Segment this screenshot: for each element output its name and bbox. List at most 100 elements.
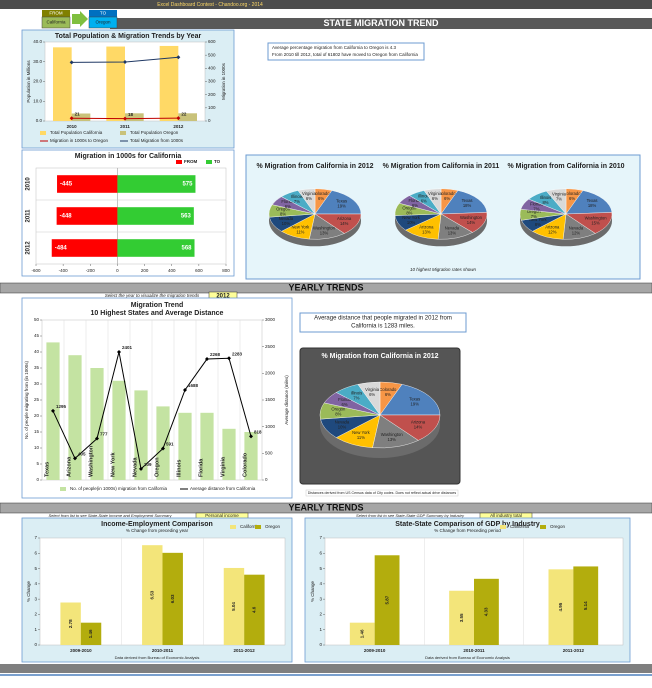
legend-label: Oregon	[265, 524, 281, 529]
slice-value: 18%	[588, 203, 597, 208]
chart-title: Total Population & Migration Trends by Y…	[55, 33, 202, 40]
chart-subtitle: % Change from Preceding period	[434, 528, 501, 533]
slice-value: 6%	[421, 199, 427, 204]
data-label: 777	[100, 432, 108, 437]
slice-value: 14%	[467, 220, 476, 225]
from-label-box	[42, 10, 70, 17]
x-tick-label: 600	[195, 268, 203, 273]
to-label: TO	[100, 11, 107, 16]
slice-value: 14%	[414, 424, 423, 429]
slice-value: 10%	[282, 221, 291, 226]
bar	[349, 622, 375, 645]
legend-label: TO	[214, 159, 221, 164]
slice-value: 14%	[340, 221, 349, 226]
title-bar	[110, 18, 652, 29]
data-label: 2.78	[68, 619, 73, 628]
legend-label: California	[240, 524, 260, 529]
bar	[57, 175, 118, 193]
y2-tick-label: 400	[208, 66, 216, 71]
line	[52, 351, 252, 470]
page-title: STATE MIGRATION TREND	[324, 18, 439, 28]
data-label: 818	[254, 430, 262, 435]
slice-label: New York	[292, 224, 311, 229]
data-label: 575	[182, 182, 193, 188]
chart-title: Migration Trend	[131, 302, 184, 309]
x-tick-label: 2011-2012	[234, 648, 256, 653]
y-tick-label: 30	[34, 381, 40, 386]
slice-value: 6%	[385, 392, 391, 397]
from-select[interactable]	[41, 16, 71, 29]
slice-label: Illinois	[291, 194, 303, 199]
slice-value: 6%	[318, 196, 324, 201]
y-tick-label: 7	[34, 535, 37, 540]
bar	[573, 566, 599, 645]
data-label: -448	[60, 214, 73, 220]
y-tick-label: 35	[34, 365, 40, 370]
chart-subtitle: % Change from preceding year	[126, 528, 189, 533]
slice-value: 11%	[296, 229, 304, 234]
bar	[548, 569, 574, 645]
gdp-value: All industry total	[490, 513, 522, 518]
line-marker	[249, 434, 253, 439]
bar	[60, 602, 81, 645]
legend-swatch	[60, 487, 66, 491]
data-label: 3.55	[459, 613, 464, 622]
slice-value: 7%	[533, 207, 539, 212]
pie-slice	[440, 190, 488, 215]
y2-tick-label: 300	[208, 79, 216, 84]
x-tick-label: New York	[110, 452, 116, 477]
legend-swatch	[176, 160, 182, 164]
x-tick-label: Arizona	[66, 456, 72, 477]
bar	[178, 412, 192, 480]
slice-label: Washington	[585, 216, 608, 221]
y-tick-label: 10	[34, 445, 40, 450]
y2-tick-label: 0	[265, 477, 268, 482]
legend-label: California	[510, 524, 530, 529]
y2-tick-label: 3000	[265, 317, 276, 322]
line-marker	[205, 357, 209, 362]
y-tick-label: 45	[34, 333, 40, 338]
slice-label: Illinois	[540, 195, 552, 200]
y-tick-label: 1	[34, 627, 37, 632]
slice-label: Florida	[530, 202, 543, 207]
slice-value: 6%	[369, 392, 375, 397]
bar	[80, 622, 102, 645]
y2-tick-label: 100	[208, 105, 216, 110]
slice-label: Arizona	[411, 419, 426, 424]
line-marker	[161, 446, 165, 451]
slice-value: 8%	[406, 210, 412, 215]
x-tick-label: -400	[59, 268, 69, 273]
slice-value: 13%	[320, 231, 329, 236]
data-label: 4.6	[252, 606, 257, 613]
bar	[374, 555, 400, 645]
x-tick-label: Oregon	[154, 457, 160, 477]
line-marker	[73, 456, 77, 461]
info-box	[267, 42, 425, 61]
data-label: 5.04	[231, 602, 236, 611]
y-tick-label: 5	[319, 566, 322, 571]
data-label: 405	[78, 452, 86, 457]
slice-value: 19%	[337, 204, 346, 209]
data-label: 568	[181, 246, 192, 252]
line-marker	[176, 55, 181, 60]
to-select[interactable]	[88, 16, 118, 29]
slice-value: 6%	[412, 203, 418, 208]
line-marker	[117, 349, 121, 354]
y2-axis-title: Average distance (miles)	[284, 375, 289, 425]
legend-label: FROM	[184, 159, 197, 164]
y-tick-label: 6	[319, 550, 322, 555]
slice-label: Nevada	[279, 216, 294, 221]
info-text: From 2010 till 2012, total of 61802 have…	[272, 52, 418, 57]
gdp-prompt: Select from list to see State-State GDP …	[356, 513, 465, 518]
info-box	[299, 312, 467, 333]
x-tick-label: 2010-2011	[463, 648, 485, 653]
info-text: Average distance that people migrated in…	[314, 316, 452, 322]
y-tick-label: 2010	[26, 177, 32, 191]
data-label: 22	[181, 111, 187, 116]
slice-value: 13%	[448, 230, 457, 235]
chart-title: State-State Comparison of GDP by Industr…	[395, 521, 540, 528]
y-tick-label: 3	[34, 596, 37, 601]
bar	[449, 590, 474, 645]
data-label: 1295	[56, 404, 67, 409]
